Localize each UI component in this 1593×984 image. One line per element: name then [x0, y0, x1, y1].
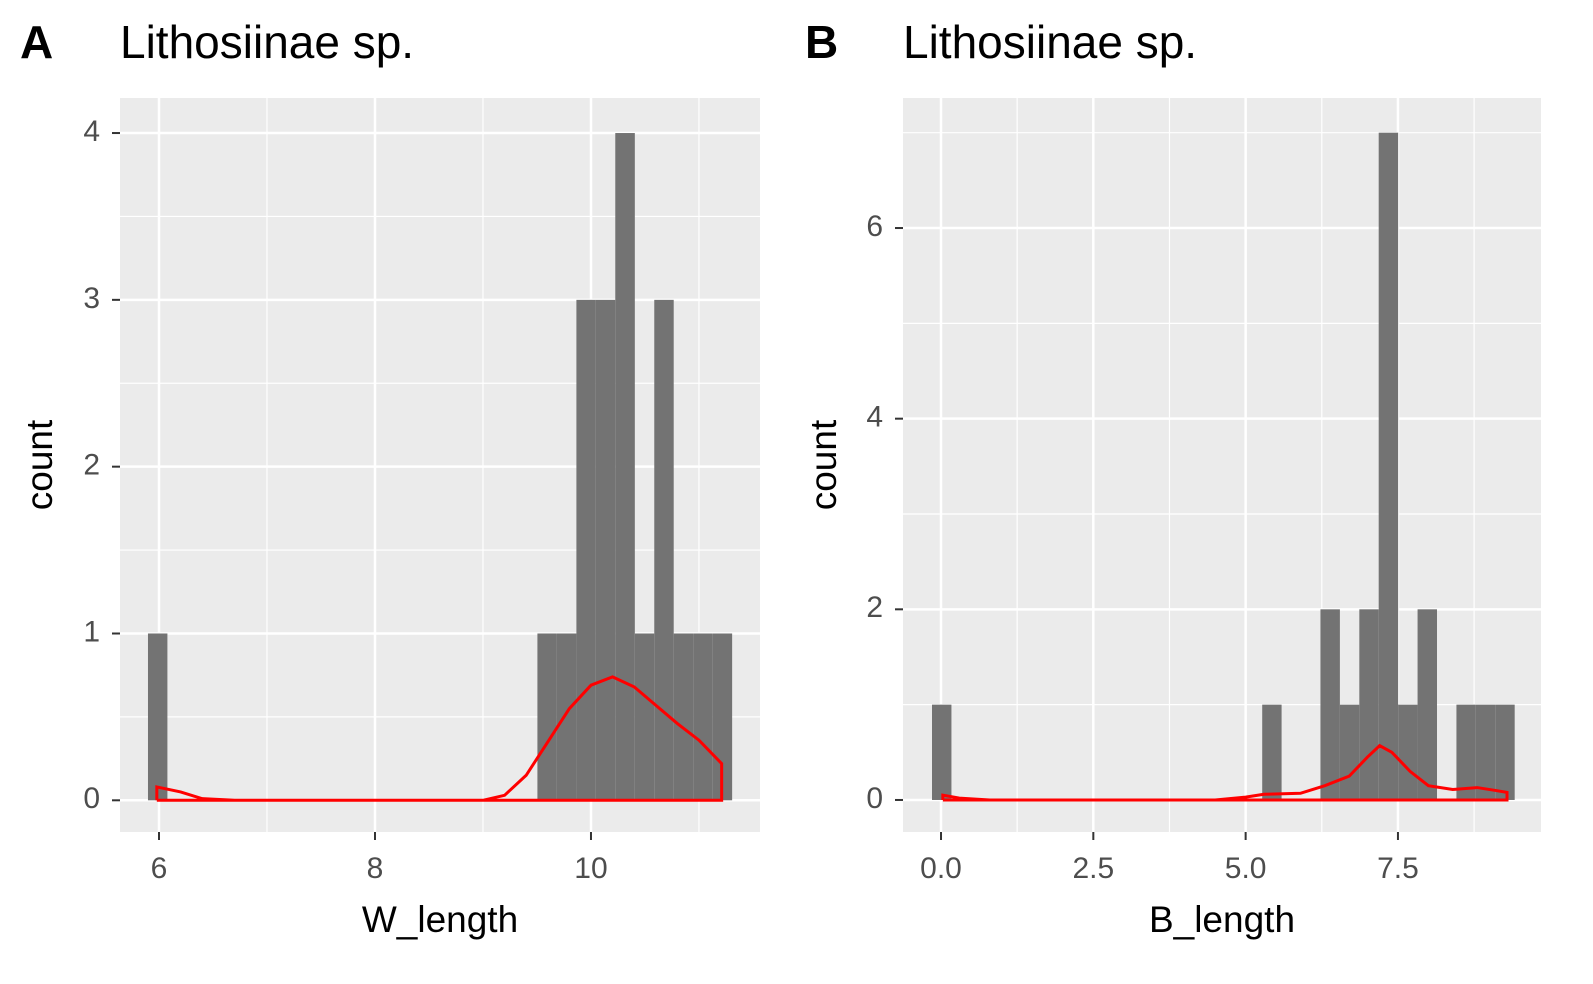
density-line — [155, 675, 724, 802]
y-tick-label: 0 — [866, 782, 883, 815]
bar — [1359, 609, 1379, 800]
panel-label: A — [20, 16, 53, 68]
y-tick-label: 6 — [866, 210, 883, 243]
bar — [537, 633, 557, 801]
bar — [1417, 609, 1438, 800]
bar — [1339, 704, 1360, 800]
x-tick-label: 7.5 — [1377, 852, 1419, 885]
bar — [1475, 704, 1496, 800]
y-axis-title: count — [19, 419, 60, 510]
x-tick-label: 8 — [367, 852, 384, 885]
chart-title: Lithosiinae sp. — [903, 16, 1197, 68]
x-tick-label: 6 — [151, 852, 168, 885]
y-tick-label: 2 — [83, 449, 100, 482]
bar — [615, 133, 635, 801]
chart-title: Lithosiinae sp. — [120, 16, 414, 68]
bar — [556, 633, 577, 801]
x-axis-title: B_length — [1149, 899, 1295, 940]
y-tick-label: 1 — [83, 615, 100, 648]
density-line — [941, 743, 1509, 802]
y-tick-label: 4 — [866, 401, 883, 434]
x-tick-label: 2.5 — [1072, 852, 1114, 885]
y-tick-label: 2 — [866, 591, 883, 624]
y-axis-title: count — [803, 419, 844, 510]
bar — [654, 299, 674, 801]
bar — [595, 299, 616, 801]
bar — [147, 633, 168, 801]
bar — [693, 633, 713, 801]
bar — [634, 633, 655, 801]
bar — [1495, 704, 1515, 800]
bar — [1262, 704, 1282, 800]
bar — [1456, 704, 1476, 800]
x-tick-label: 5.0 — [1225, 852, 1267, 885]
bar — [932, 704, 952, 800]
panel-background — [903, 98, 1541, 832]
x-tick-label: 10 — [574, 852, 607, 885]
y-tick-label: 4 — [83, 115, 100, 148]
bar — [576, 299, 596, 801]
x-tick-label: 0.0 — [920, 852, 962, 885]
bar — [1378, 132, 1399, 800]
bar — [673, 633, 694, 801]
panel-label: B — [805, 16, 838, 68]
y-tick-label: 3 — [83, 282, 100, 315]
y-tick-label: 0 — [83, 782, 100, 815]
bar — [1320, 609, 1340, 800]
x-axis-title: W_length — [362, 899, 518, 940]
bar — [1398, 704, 1418, 800]
